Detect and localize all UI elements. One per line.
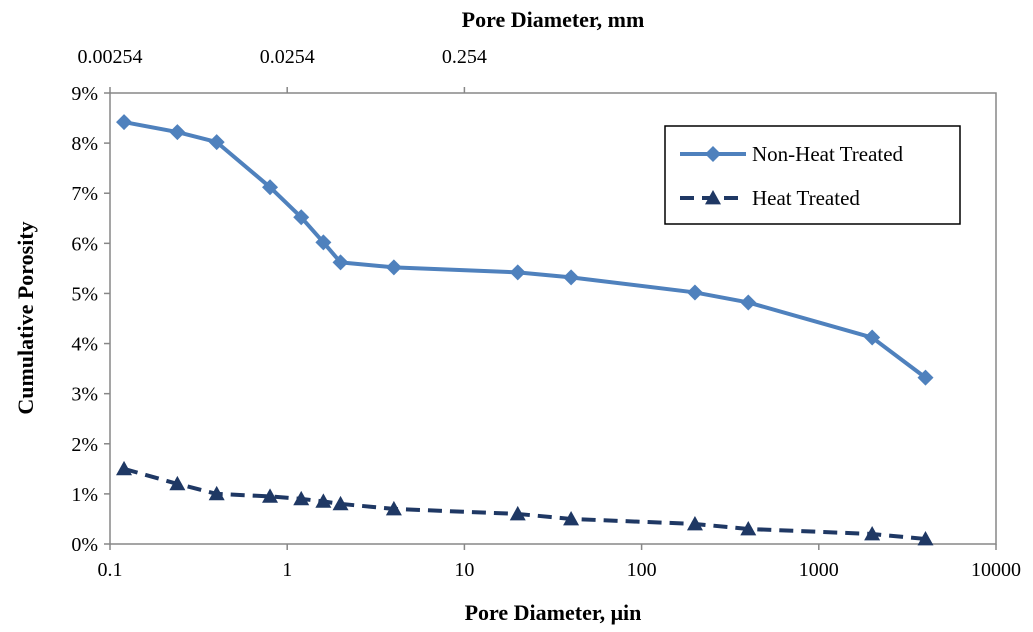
series-layer	[116, 114, 934, 546]
legend-marker	[705, 190, 721, 205]
x2-tick-label: 0.254	[442, 46, 487, 68]
data-point-marker	[315, 234, 332, 251]
data-point-marker	[740, 520, 757, 536]
data-point-marker	[315, 493, 332, 508]
data-point-marker	[169, 475, 186, 491]
data-point-marker	[332, 254, 349, 271]
x-tick-label: 1	[282, 559, 292, 581]
data-point-marker	[917, 369, 934, 386]
x2-tick-label: 0.00254	[78, 46, 143, 68]
y-tick-label: 8%	[71, 133, 98, 155]
data-point-marker	[293, 209, 310, 226]
data-point-marker	[169, 124, 186, 141]
y-axis-title: Cumulative Porosity	[13, 221, 38, 414]
y-axis-ticks: 0% 1% 2% 3% 4% 5% 6% 7% 8% 9%	[71, 83, 110, 556]
series-line	[123, 120, 927, 380]
legend-items: Non-Heat Treated Heat Treated	[680, 142, 904, 210]
data-point-marker	[686, 515, 703, 531]
data-point-marker	[262, 179, 279, 196]
data-point-marker	[385, 259, 402, 276]
data-point-marker	[208, 485, 225, 501]
data-point-marker	[293, 490, 310, 506]
legend-label: Non-Heat Treated	[752, 142, 904, 166]
y-tick-label: 1%	[71, 484, 98, 506]
y-tick-label: 6%	[71, 233, 98, 255]
legend: Non-Heat Treated Heat Treated	[664, 125, 961, 225]
legend-box	[664, 125, 961, 225]
data-point-marker	[740, 294, 757, 311]
data-point-marker	[864, 525, 881, 541]
data-point-marker	[116, 460, 133, 476]
y-tick-label: 2%	[71, 434, 98, 456]
data-point-marker	[116, 114, 133, 131]
data-point-marker	[563, 269, 580, 286]
series-heat-treated	[116, 460, 934, 546]
x-tick-label: 10000	[971, 559, 1021, 581]
data-point-marker	[917, 530, 934, 546]
x-axis-ticks: 0.1 1 10 100 1000 10000	[98, 544, 1021, 581]
x-tick-label: 0.1	[98, 559, 123, 581]
x2-axis-title: Pore Diameter, mm	[462, 7, 645, 32]
x-tick-label: 100	[627, 559, 657, 581]
x-tick-label: 1000	[799, 559, 839, 581]
legend-label: Heat Treated	[752, 186, 860, 210]
series-line	[123, 466, 926, 541]
data-point-marker	[385, 500, 402, 516]
y-tick-label: 9%	[71, 83, 98, 105]
x2-tick-label: 0.0254	[260, 46, 315, 68]
data-point-marker	[509, 264, 526, 281]
y-tick-label: 0%	[71, 534, 98, 556]
series-non-heat-treated	[116, 114, 934, 386]
y-tick-label: 4%	[71, 334, 98, 356]
data-point-marker	[208, 134, 225, 151]
y-tick-label: 5%	[71, 283, 98, 305]
data-point-marker	[509, 505, 526, 521]
legend-marker	[705, 146, 721, 162]
x-tick-label: 10	[454, 559, 474, 581]
data-point-marker	[864, 329, 881, 346]
data-point-marker	[262, 488, 279, 503]
data-point-marker	[563, 510, 580, 526]
data-point-marker	[332, 495, 349, 511]
x-axis-title: Pore Diameter, μin	[465, 600, 642, 625]
y-tick-label: 3%	[71, 384, 98, 406]
y-tick-label: 7%	[71, 183, 98, 205]
data-point-marker	[686, 284, 703, 301]
